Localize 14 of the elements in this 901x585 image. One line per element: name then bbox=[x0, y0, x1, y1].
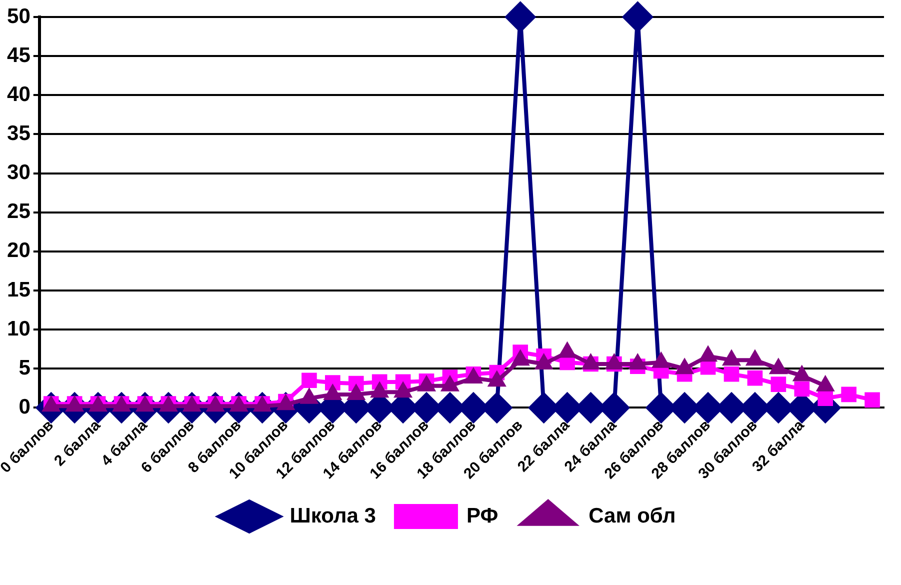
y-tick-label: 35 bbox=[7, 122, 31, 146]
legend-label: Сам обл bbox=[588, 504, 676, 528]
y-tick-label: 5 bbox=[18, 356, 31, 380]
y-tick-label: 25 bbox=[7, 200, 31, 224]
y-tick-label: 30 bbox=[7, 161, 30, 184]
y-tick-label: 15 bbox=[7, 278, 31, 302]
y-tick-label: 0 bbox=[18, 396, 30, 419]
legend-label: Школа 3 bbox=[290, 504, 376, 528]
y-tick-label: 40 bbox=[7, 82, 30, 106]
y-tick-label: 45 bbox=[7, 44, 31, 67]
legend-label: РФ bbox=[466, 504, 498, 528]
y-tick-label: 10 bbox=[7, 317, 30, 340]
y-tick-label: 20 bbox=[7, 239, 30, 262]
y-tick-label: 50 bbox=[7, 4, 30, 28]
